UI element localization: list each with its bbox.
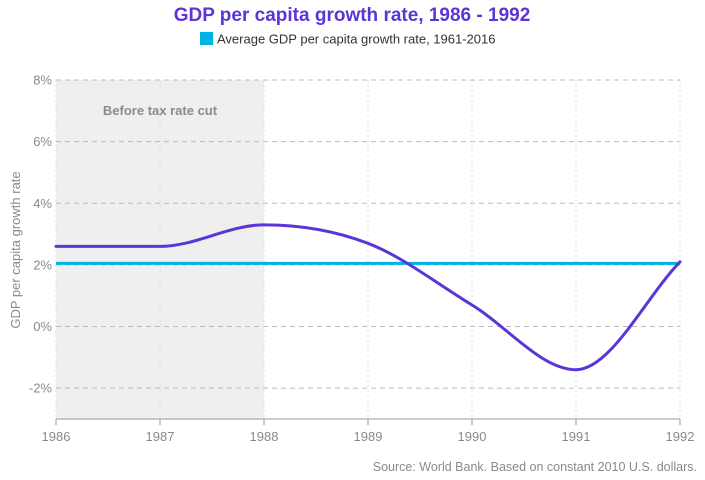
data-point-1988 bbox=[263, 223, 266, 226]
x-tick-label: 1992 bbox=[666, 429, 695, 444]
data-point-1986 bbox=[55, 245, 58, 248]
source-note: Source: World Bank. Based on constant 20… bbox=[373, 460, 697, 474]
y-tick-label: -2% bbox=[29, 381, 53, 396]
series-line-gdp-growth bbox=[54, 223, 682, 372]
y-tick-label: 6% bbox=[33, 134, 52, 149]
y-tick-label: 8% bbox=[33, 73, 52, 88]
x-tick-label: 1991 bbox=[562, 429, 591, 444]
x-axis-ticks: 1986 1987 1988 1989 1990 1991 1992 bbox=[42, 419, 695, 444]
data-point-1991 bbox=[575, 368, 578, 371]
x-tick-label: 1987 bbox=[146, 429, 175, 444]
data-point-1989 bbox=[367, 242, 370, 245]
x-tick-label: 1989 bbox=[354, 429, 383, 444]
legend: Average GDP per capita growth rate, 1961… bbox=[200, 32, 495, 47]
x-tick-label: 1988 bbox=[250, 429, 279, 444]
data-point-1992 bbox=[679, 260, 682, 263]
legend-label-average: Average GDP per capita growth rate, 1961… bbox=[217, 32, 495, 47]
chart-title: GDP per capita growth rate, 1986 - 1992 bbox=[174, 5, 531, 26]
y-axis-label: GDP per capita growth rate bbox=[8, 171, 23, 328]
legend-swatch-average bbox=[200, 32, 213, 45]
gridlines bbox=[55, 79, 681, 419]
y-tick-label: 2% bbox=[33, 257, 52, 272]
y-tick-label: 0% bbox=[33, 319, 52, 334]
x-tick-label: 1986 bbox=[42, 429, 71, 444]
y-tick-label: 4% bbox=[33, 196, 52, 211]
y-axis-ticks: -2% 0% 2% 4% 6% 8% bbox=[29, 73, 53, 396]
x-tick-label: 1990 bbox=[458, 429, 487, 444]
data-point-1990 bbox=[471, 303, 474, 306]
data-point-1987 bbox=[159, 245, 162, 248]
